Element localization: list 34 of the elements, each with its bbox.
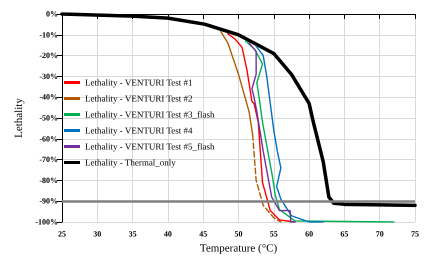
legend-label: Lethality - VENTURI Test #3_flash xyxy=(85,110,216,120)
x-tick-label: 55 xyxy=(270,230,278,238)
y-tick-label: 0% xyxy=(46,10,58,18)
y-tick-label: -20% xyxy=(39,51,58,60)
x-tick-label: 50 xyxy=(234,230,242,238)
x-axis-title: Temperature (°C) xyxy=(200,242,278,254)
line-series xyxy=(227,33,296,223)
y-tick-label: -10% xyxy=(39,30,58,40)
legend-label: Lethality - Thermal_only xyxy=(85,158,176,168)
y-tick-label: -100% xyxy=(35,218,58,226)
y-tick-label: -30% xyxy=(39,72,58,81)
line-series xyxy=(244,40,395,223)
line-series xyxy=(255,46,324,223)
y-tick-label: -70% xyxy=(39,155,58,164)
x-tick-label: 35 xyxy=(128,230,137,238)
y-tick-label: -90% xyxy=(39,196,58,206)
y-tick-label: -50% xyxy=(39,114,58,122)
x-tick-label: 65 xyxy=(340,230,348,238)
x-tick-label: 40 xyxy=(164,230,172,238)
y-tick-label: -40% xyxy=(39,92,58,102)
line-series xyxy=(248,42,296,223)
legend-label: Lethality - VENTURI Test #5_flash xyxy=(85,142,216,152)
x-tick-label: 30 xyxy=(93,230,102,238)
x-tick-label: 25 xyxy=(58,230,66,238)
legend-label: Lethality - VENTURI Test #2 xyxy=(85,94,193,104)
legend-label: Lethality - VENTURI Test #1 xyxy=(85,78,193,88)
y-tick-label: -80% xyxy=(39,176,58,185)
x-tick-label: 60 xyxy=(305,230,314,238)
y-tick-label: -60% xyxy=(39,134,58,144)
y-axis-title: Lethality xyxy=(12,98,25,138)
x-tick-label: 45 xyxy=(199,230,208,238)
legend-label: Lethality - VENTURI Test #4 xyxy=(85,126,194,136)
x-tick-label: 70 xyxy=(376,230,384,238)
x-tick-label: 75 xyxy=(411,230,419,238)
